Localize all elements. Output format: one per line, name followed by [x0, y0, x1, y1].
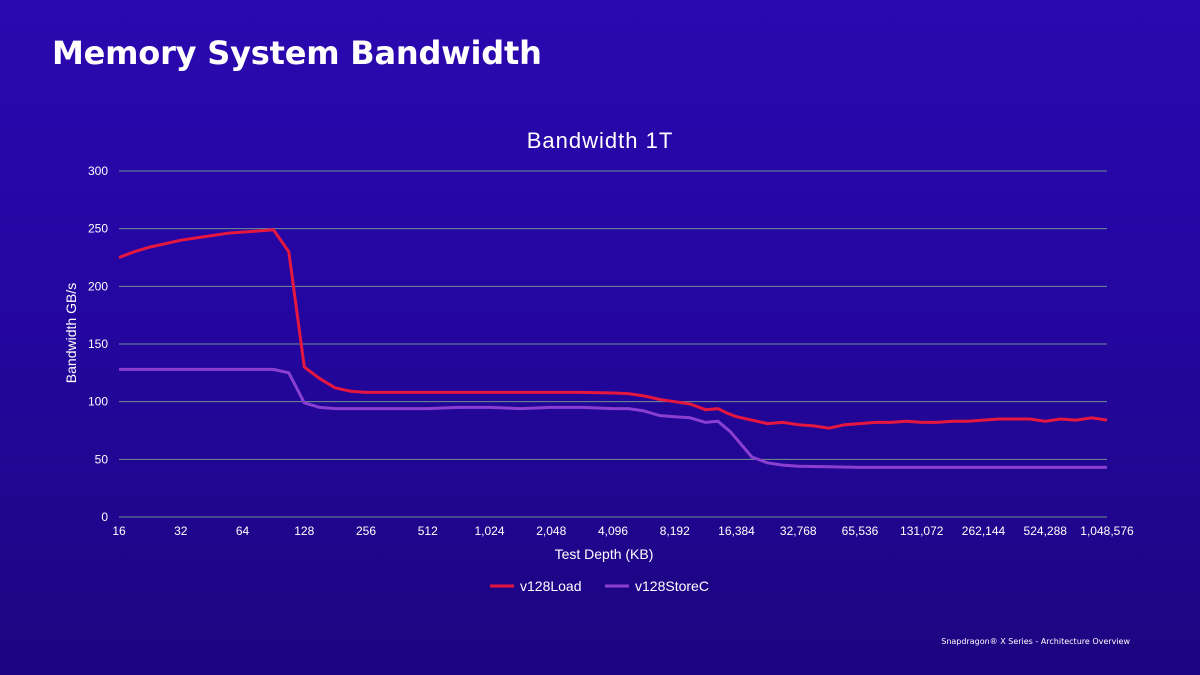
- x-tick-label: 512: [418, 524, 438, 538]
- x-tick-label: 128: [294, 524, 314, 538]
- x-tick-label: 131,072: [900, 524, 944, 538]
- x-tick-label: 524,288: [1024, 524, 1068, 538]
- y-axis-ticks: 0 50 100 150 200 250 300: [88, 164, 108, 524]
- x-tick-label: 1,048,576: [1080, 524, 1134, 538]
- legend: v128Load v128StoreC: [490, 578, 709, 594]
- slide-title: Memory System Bandwidth: [52, 34, 542, 72]
- series-line-v128StoreC: [119, 367, 1107, 469]
- y-tick-label: 150: [88, 337, 108, 351]
- y-tick-label: 100: [88, 395, 108, 409]
- y-tick-label: 50: [95, 452, 109, 466]
- x-tick-label: 1,024: [474, 524, 504, 538]
- y-tick-label: 300: [88, 164, 108, 178]
- x-tick-label: 32,768: [780, 524, 817, 538]
- x-tick-label: 8,192: [660, 524, 690, 538]
- legend-label-v128Load: v128Load: [520, 578, 582, 594]
- x-tick-label: 2,048: [536, 524, 566, 538]
- chart-title: Bandwidth 1T: [526, 128, 674, 153]
- y-axis-title: Bandwidth GB/s: [63, 283, 79, 383]
- x-tick-label: 262,144: [962, 524, 1006, 538]
- legend-label-v128StoreC: v128StoreC: [635, 578, 709, 594]
- series-line-v128Load: [118, 228, 1108, 430]
- x-tick-label: 64: [236, 524, 250, 538]
- x-tick-label: 4,096: [598, 524, 628, 538]
- y-tick-label: 250: [88, 222, 108, 236]
- x-tick-label: 16,384: [718, 524, 755, 538]
- footer-text: Snapdragon® X Series - Architecture Over…: [941, 637, 1130, 646]
- x-axis-title: Test Depth (KB): [555, 546, 654, 562]
- x-tick-label: 65,536: [842, 524, 879, 538]
- x-tick-label: 16: [112, 524, 126, 538]
- grid-lines: [119, 170, 1107, 518]
- series-lines: [118, 228, 1108, 469]
- y-tick-label: 0: [101, 510, 108, 524]
- y-tick-label: 200: [88, 279, 108, 293]
- x-axis-ticks: 16 32 64 128 256 512 1,024 2,048 4,096 8,192 16,38…: [112, 524, 1134, 538]
- x-tick-label: 32: [174, 524, 188, 538]
- x-tick-label: 256: [356, 524, 376, 538]
